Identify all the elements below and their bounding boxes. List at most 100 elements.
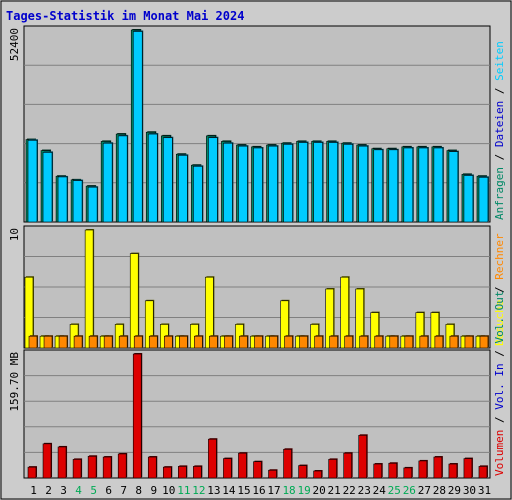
bar-rechner-day-8: [133, 335, 143, 349]
legend-item-volumen: Volumen: [493, 430, 506, 476]
bar-rechner-day-13: [209, 335, 218, 349]
legend-item-volout: Vol. Out: [493, 291, 506, 344]
bar-volumen-day-21: [328, 459, 337, 479]
x-tick-label-day-8: 8: [135, 484, 142, 497]
bar-seiten-day-21: [328, 142, 338, 223]
y-max-label-bottom: 159.70 MB: [8, 352, 21, 412]
legend-bottom: Volumen / Vol. In / Vol. Out: [493, 291, 506, 476]
bar-volumen-day-10: [162, 466, 172, 479]
bar-volumen-day-19: [298, 465, 307, 479]
bar-volumen-day-1: [27, 466, 37, 479]
x-tick-label-day-16: 16: [252, 484, 265, 497]
x-tick-label-day-19: 19: [297, 484, 310, 497]
bar-rechner-day-26: [404, 335, 414, 349]
bar-rechner-day-25: [389, 335, 399, 349]
bar-rechner-day-30: [464, 335, 474, 349]
bar-seiten-day-28: [433, 147, 444, 223]
x-tick-label-day-21: 21: [328, 484, 341, 497]
x-tick-label-day-31: 31: [478, 484, 491, 497]
bar-volumen-day-3: [57, 446, 67, 479]
bar-seiten-day-12: [193, 166, 203, 223]
bar-seiten-day-20: [313, 142, 323, 223]
bar-rechner-day-28: [434, 335, 444, 349]
x-tick-label-day-30: 30: [463, 484, 476, 497]
bar-volumen-day-15: [238, 452, 247, 479]
x-tick-label-day-28: 28: [433, 484, 446, 497]
bar-rechner-day-7: [118, 335, 128, 349]
bar-seiten-day-30: [463, 175, 474, 223]
bar-rechner-day-4: [73, 335, 83, 349]
bar-seiten-day-15: [238, 145, 248, 223]
x-tick-label-day-10: 10: [162, 484, 175, 497]
bar-rechner-day-1: [28, 335, 38, 349]
bar-rechner-day-21: [329, 335, 338, 349]
x-tick-label-day-23: 23: [358, 484, 371, 497]
bar-rechner-day-24: [374, 335, 384, 349]
x-tick-label-day-14: 14: [222, 484, 236, 497]
bar-volumen-day-6: [102, 456, 112, 479]
legend-item-rechner: Rechner: [493, 233, 506, 280]
bar-seiten-day-27: [418, 147, 429, 223]
bar-volumen-day-24: [373, 463, 383, 479]
bar-seiten-day-8: [132, 31, 143, 223]
bar-seiten-day-9: [147, 133, 158, 223]
bar-volumen-day-26: [403, 467, 413, 479]
bar-rechner-day-27: [419, 335, 429, 349]
legend-item-dateien: Dateien: [493, 101, 506, 147]
panel-middle: 10 Besuche / Rechner: [8, 225, 506, 349]
bar-volumen-day-30: [463, 458, 473, 479]
panel-bottom: 159.70 MB Volumen / Vol. In / Vol. Out: [8, 291, 506, 479]
x-tick-label-day-17: 17: [267, 484, 280, 497]
bar-volumen-day-4: [72, 459, 82, 479]
bar-rechner-day-23: [359, 335, 369, 349]
x-tick-label-day-12: 12: [192, 484, 205, 497]
bar-rechner-day-3: [58, 335, 68, 349]
bar-seiten-day-31: [478, 176, 489, 223]
x-tick-label-day-5: 5: [90, 484, 97, 497]
bar-seiten-day-18: [283, 144, 293, 223]
legend-item-sep2: /: [493, 344, 506, 364]
legend-middle: Besuche / Rechner: [493, 233, 506, 346]
legend-item-seiten: Seiten: [493, 41, 506, 81]
bar-seiten-day-22: [343, 144, 353, 223]
bar-volumen-day-18: [283, 448, 292, 479]
bar-volumen-day-14: [223, 458, 232, 479]
bar-rechner-day-22: [344, 335, 353, 349]
bar-volumen-day-7: [117, 453, 127, 479]
bar-seiten-day-23: [358, 145, 369, 223]
bar-besuche-day-8: [129, 253, 139, 349]
x-tick-label-day-13: 13: [207, 484, 220, 497]
bar-volumen-day-12: [193, 466, 202, 479]
x-tick-label-day-6: 6: [105, 484, 112, 497]
x-tick-label-day-11: 11: [177, 484, 190, 497]
legend-item-sep1: /: [493, 147, 506, 167]
bar-volumen-day-20: [313, 470, 322, 479]
bar-seiten-day-4: [72, 180, 83, 223]
x-tick-label-day-1: 1: [30, 484, 37, 497]
bar-volumen-day-8: [132, 353, 142, 479]
legend-top: Anfragen / Dateien / Seiten: [493, 41, 506, 220]
bar-seiten-day-26: [403, 147, 414, 223]
bar-seiten-day-3: [57, 176, 68, 223]
bar-rechner-day-29: [449, 335, 459, 349]
bar-rechner-day-5: [88, 335, 98, 349]
bar-rechner-day-9: [148, 335, 158, 349]
bar-volumen-day-23: [358, 434, 368, 479]
bar-rechner-day-19: [299, 335, 308, 349]
x-tick-label-day-27: 27: [418, 484, 431, 497]
bar-rechner-day-31: [479, 335, 489, 349]
bar-volumen-day-2: [42, 443, 52, 479]
bar-volumen-day-28: [433, 456, 443, 479]
bar-seiten-day-19: [298, 142, 308, 223]
bar-rechner-day-18: [284, 335, 293, 349]
bar-rechner-day-12: [194, 335, 203, 349]
bar-seiten-day-13: [208, 137, 218, 223]
bar-seiten-day-24: [373, 149, 384, 223]
bar-seiten-day-7: [117, 135, 128, 223]
x-tick-label-day-18: 18: [282, 484, 295, 497]
bar-rechner-day-14: [224, 335, 233, 349]
bar-volumen-day-29: [448, 463, 458, 479]
bar-seiten-day-1: [27, 139, 38, 223]
x-tick-label-day-25: 25: [388, 484, 401, 497]
